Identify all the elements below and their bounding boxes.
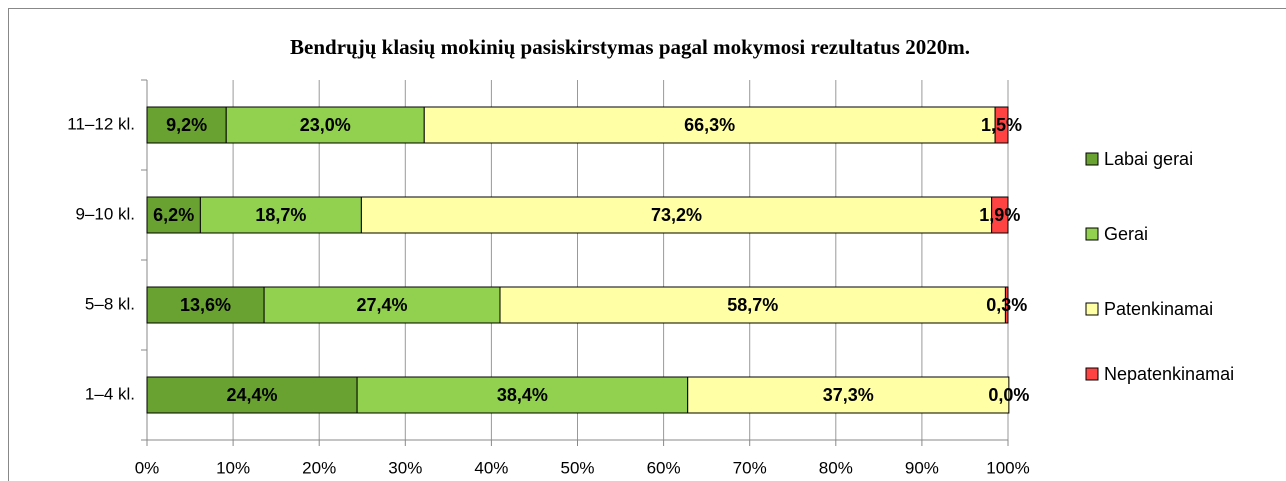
data-label: 66,3% <box>684 115 735 135</box>
legend-label: Nepatenkinamai <box>1104 364 1234 384</box>
legend-swatch <box>1085 227 1099 241</box>
legend-label: Gerai <box>1104 224 1148 244</box>
legend-swatch <box>1085 367 1099 381</box>
legend-swatch <box>1085 152 1099 166</box>
x-tick-label: 100% <box>986 458 1029 477</box>
data-label: 13,6% <box>180 295 231 315</box>
data-label: 24,4% <box>227 385 278 405</box>
data-label: 73,2% <box>651 205 702 225</box>
x-tick-label: 30% <box>388 458 422 477</box>
legend-label: Patenkinamai <box>1104 299 1213 319</box>
data-label: 0,3% <box>986 295 1027 315</box>
legend-label: Labai gerai <box>1104 149 1193 169</box>
legend-swatch <box>1085 302 1099 316</box>
x-tick-label: 50% <box>560 458 594 477</box>
x-tick-label: 40% <box>474 458 508 477</box>
bar-segment <box>991 196 1009 234</box>
bar-segment <box>225 106 425 144</box>
data-label: 37,3% <box>823 385 874 405</box>
x-tick-label: 20% <box>302 458 336 477</box>
y-tick-label: 5–8 kl. <box>85 294 135 313</box>
x-tick-label: 10% <box>216 458 250 477</box>
data-label: 23,0% <box>300 115 351 135</box>
data-label: 18,7% <box>255 205 306 225</box>
x-tick-label: 80% <box>819 458 853 477</box>
y-tick-label: 1–4 kl. <box>85 384 135 403</box>
data-label: 1,5% <box>981 115 1022 135</box>
bar-segment <box>146 376 358 414</box>
bar-segment <box>994 106 1009 144</box>
x-tick-label: 60% <box>647 458 681 477</box>
data-label: 9,2% <box>166 115 207 135</box>
x-tick-label: 0% <box>135 458 160 477</box>
bar-segment <box>360 196 993 234</box>
bar-segment <box>687 376 1010 414</box>
bar-segment <box>356 376 689 414</box>
data-label: 1,9% <box>979 205 1020 225</box>
data-label: 0,0% <box>988 385 1029 405</box>
x-tick-label: 70% <box>733 458 767 477</box>
x-tick-label: 90% <box>905 458 939 477</box>
data-label: 6,2% <box>153 205 194 225</box>
data-label: 27,4% <box>357 295 408 315</box>
bar-segment <box>146 106 227 144</box>
data-label: 38,4% <box>497 385 548 405</box>
data-label: 58,7% <box>727 295 778 315</box>
bar-segment <box>1004 286 1009 324</box>
y-tick-label: 11–12 kl. <box>67 114 135 133</box>
y-tick-label: 9–10 kl. <box>75 204 135 223</box>
chart-title: Bendrųjų klasių mokinių pasiskirstymas p… <box>290 35 970 59</box>
bar-segment <box>199 196 362 234</box>
